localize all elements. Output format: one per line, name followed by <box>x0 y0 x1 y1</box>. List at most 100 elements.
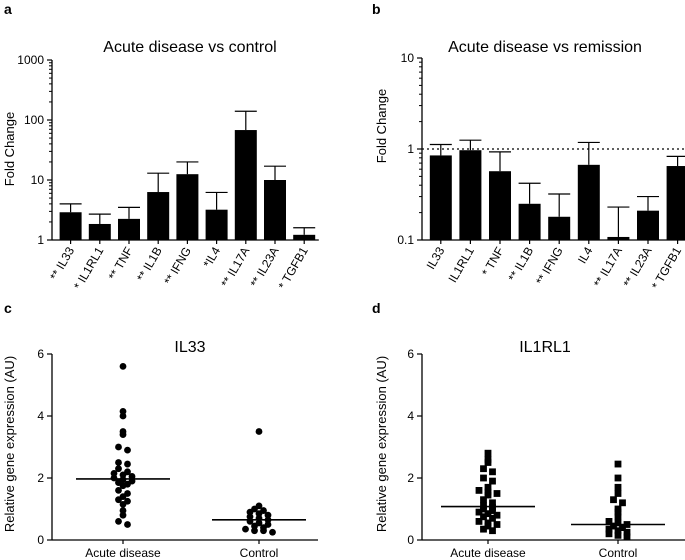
data-point <box>255 519 263 527</box>
y-tick-label: 0 <box>37 533 44 547</box>
data-point <box>264 521 272 528</box>
panel-d-axes <box>417 353 685 544</box>
x-tick-label: Acute disease <box>85 546 161 560</box>
data-point <box>614 531 622 539</box>
data-point <box>124 521 131 528</box>
data-point <box>475 518 483 525</box>
data-point <box>115 443 122 451</box>
x-tick-label: ** IFNG <box>161 245 194 288</box>
panel-d-tick-labels: 0 2 4 6 Acute disease Control <box>407 347 637 560</box>
data-point <box>484 519 492 527</box>
bar <box>489 171 511 240</box>
x-tick-label: IL1RL1 <box>446 244 478 285</box>
y-tick-label: 0.1 <box>397 233 414 247</box>
data-point <box>115 518 122 525</box>
data-point <box>484 488 492 496</box>
data-point <box>124 497 131 505</box>
data-point <box>246 513 254 521</box>
bar <box>88 223 111 240</box>
data-point <box>124 468 131 476</box>
bar <box>518 203 541 240</box>
data-point <box>480 496 487 504</box>
data-point <box>484 483 492 491</box>
data-point <box>489 504 496 511</box>
x-tick-label: ** IL1B <box>134 245 165 284</box>
panel-d: IL1RL1 Relative gene expression (AU) 0 2 4… <box>374 339 685 560</box>
bar <box>293 234 316 240</box>
data-point <box>124 446 131 454</box>
data-point <box>484 449 492 457</box>
x-tick-label: Acute disease <box>450 546 526 560</box>
data-point <box>605 518 613 525</box>
panel-c-title: IL33 <box>174 339 205 356</box>
y-tick-label: 2 <box>407 471 414 485</box>
data-point <box>119 412 127 420</box>
data-point <box>614 474 622 482</box>
data-point <box>619 499 626 507</box>
data-point <box>119 507 127 514</box>
panel-b: Acute disease vs remission Fold Change 0… <box>374 39 685 292</box>
bar <box>59 212 82 240</box>
panel-c-tick-labels: 0 2 4 6 Acute disease Control <box>37 347 278 560</box>
data-point <box>255 502 263 510</box>
data-point <box>614 483 622 491</box>
data-point <box>264 511 272 519</box>
y-tick-label: 10 <box>401 51 415 65</box>
data-point <box>614 513 622 521</box>
panel-d-ylabel: Relative gene expression (AU) <box>374 356 389 532</box>
data-point <box>119 407 127 415</box>
data-point <box>614 490 622 497</box>
data-point <box>614 519 622 527</box>
data-point <box>623 533 631 541</box>
bar <box>264 180 286 240</box>
y-tick-label: 10 <box>31 173 45 187</box>
data-point <box>493 521 501 528</box>
panel-a: Acute disease vs control Fold Change 1 10… <box>2 39 319 292</box>
data-point <box>119 428 127 435</box>
bar <box>234 130 257 240</box>
x-tick-label: ** IL33 <box>47 244 77 282</box>
panel-letter-c: c <box>4 300 12 316</box>
data-point <box>484 510 492 518</box>
data-point <box>242 525 249 533</box>
data-point <box>480 474 487 482</box>
panel-a-error-bars <box>59 110 316 235</box>
x-tick-label: IL4 <box>575 244 596 266</box>
bar <box>205 209 228 240</box>
panel-letter-d: d <box>372 300 381 316</box>
data-point <box>255 428 263 435</box>
bar <box>607 236 630 240</box>
x-tick-label: ** IL1B <box>505 245 536 284</box>
bar <box>118 218 140 240</box>
panel-b-title: Acute disease vs remission <box>448 39 642 56</box>
data-point <box>493 511 501 519</box>
bar <box>637 210 659 240</box>
x-tick-label: * TNF <box>479 245 507 279</box>
data-point <box>480 465 487 473</box>
panel-c: IL33 Relative gene expression (AU) 0 2 4 6 A… <box>2 339 318 560</box>
panel-c-axes <box>47 353 318 544</box>
panel-letter-a: a <box>4 1 12 17</box>
bar <box>666 166 685 240</box>
data-point <box>605 525 613 533</box>
data-point <box>614 505 622 513</box>
y-tick-label: 6 <box>407 347 414 361</box>
bar <box>147 192 170 240</box>
y-tick-label: 0 <box>407 533 414 547</box>
data-point <box>119 511 127 519</box>
data-point <box>269 528 276 536</box>
data-point <box>110 469 118 477</box>
x-tick-label: Control <box>599 546 638 560</box>
x-tick-label: ** TNF <box>106 245 136 283</box>
x-tick-label: Control <box>240 546 279 560</box>
data-point <box>475 508 483 516</box>
data-point <box>475 487 483 494</box>
panel-d-points <box>441 449 665 541</box>
panel-b-error-bars <box>429 139 685 237</box>
x-tick-label: *IL4 <box>200 244 223 270</box>
data-point <box>115 459 122 466</box>
data-point <box>493 490 501 497</box>
data-point <box>610 496 617 504</box>
data-point <box>484 456 492 463</box>
